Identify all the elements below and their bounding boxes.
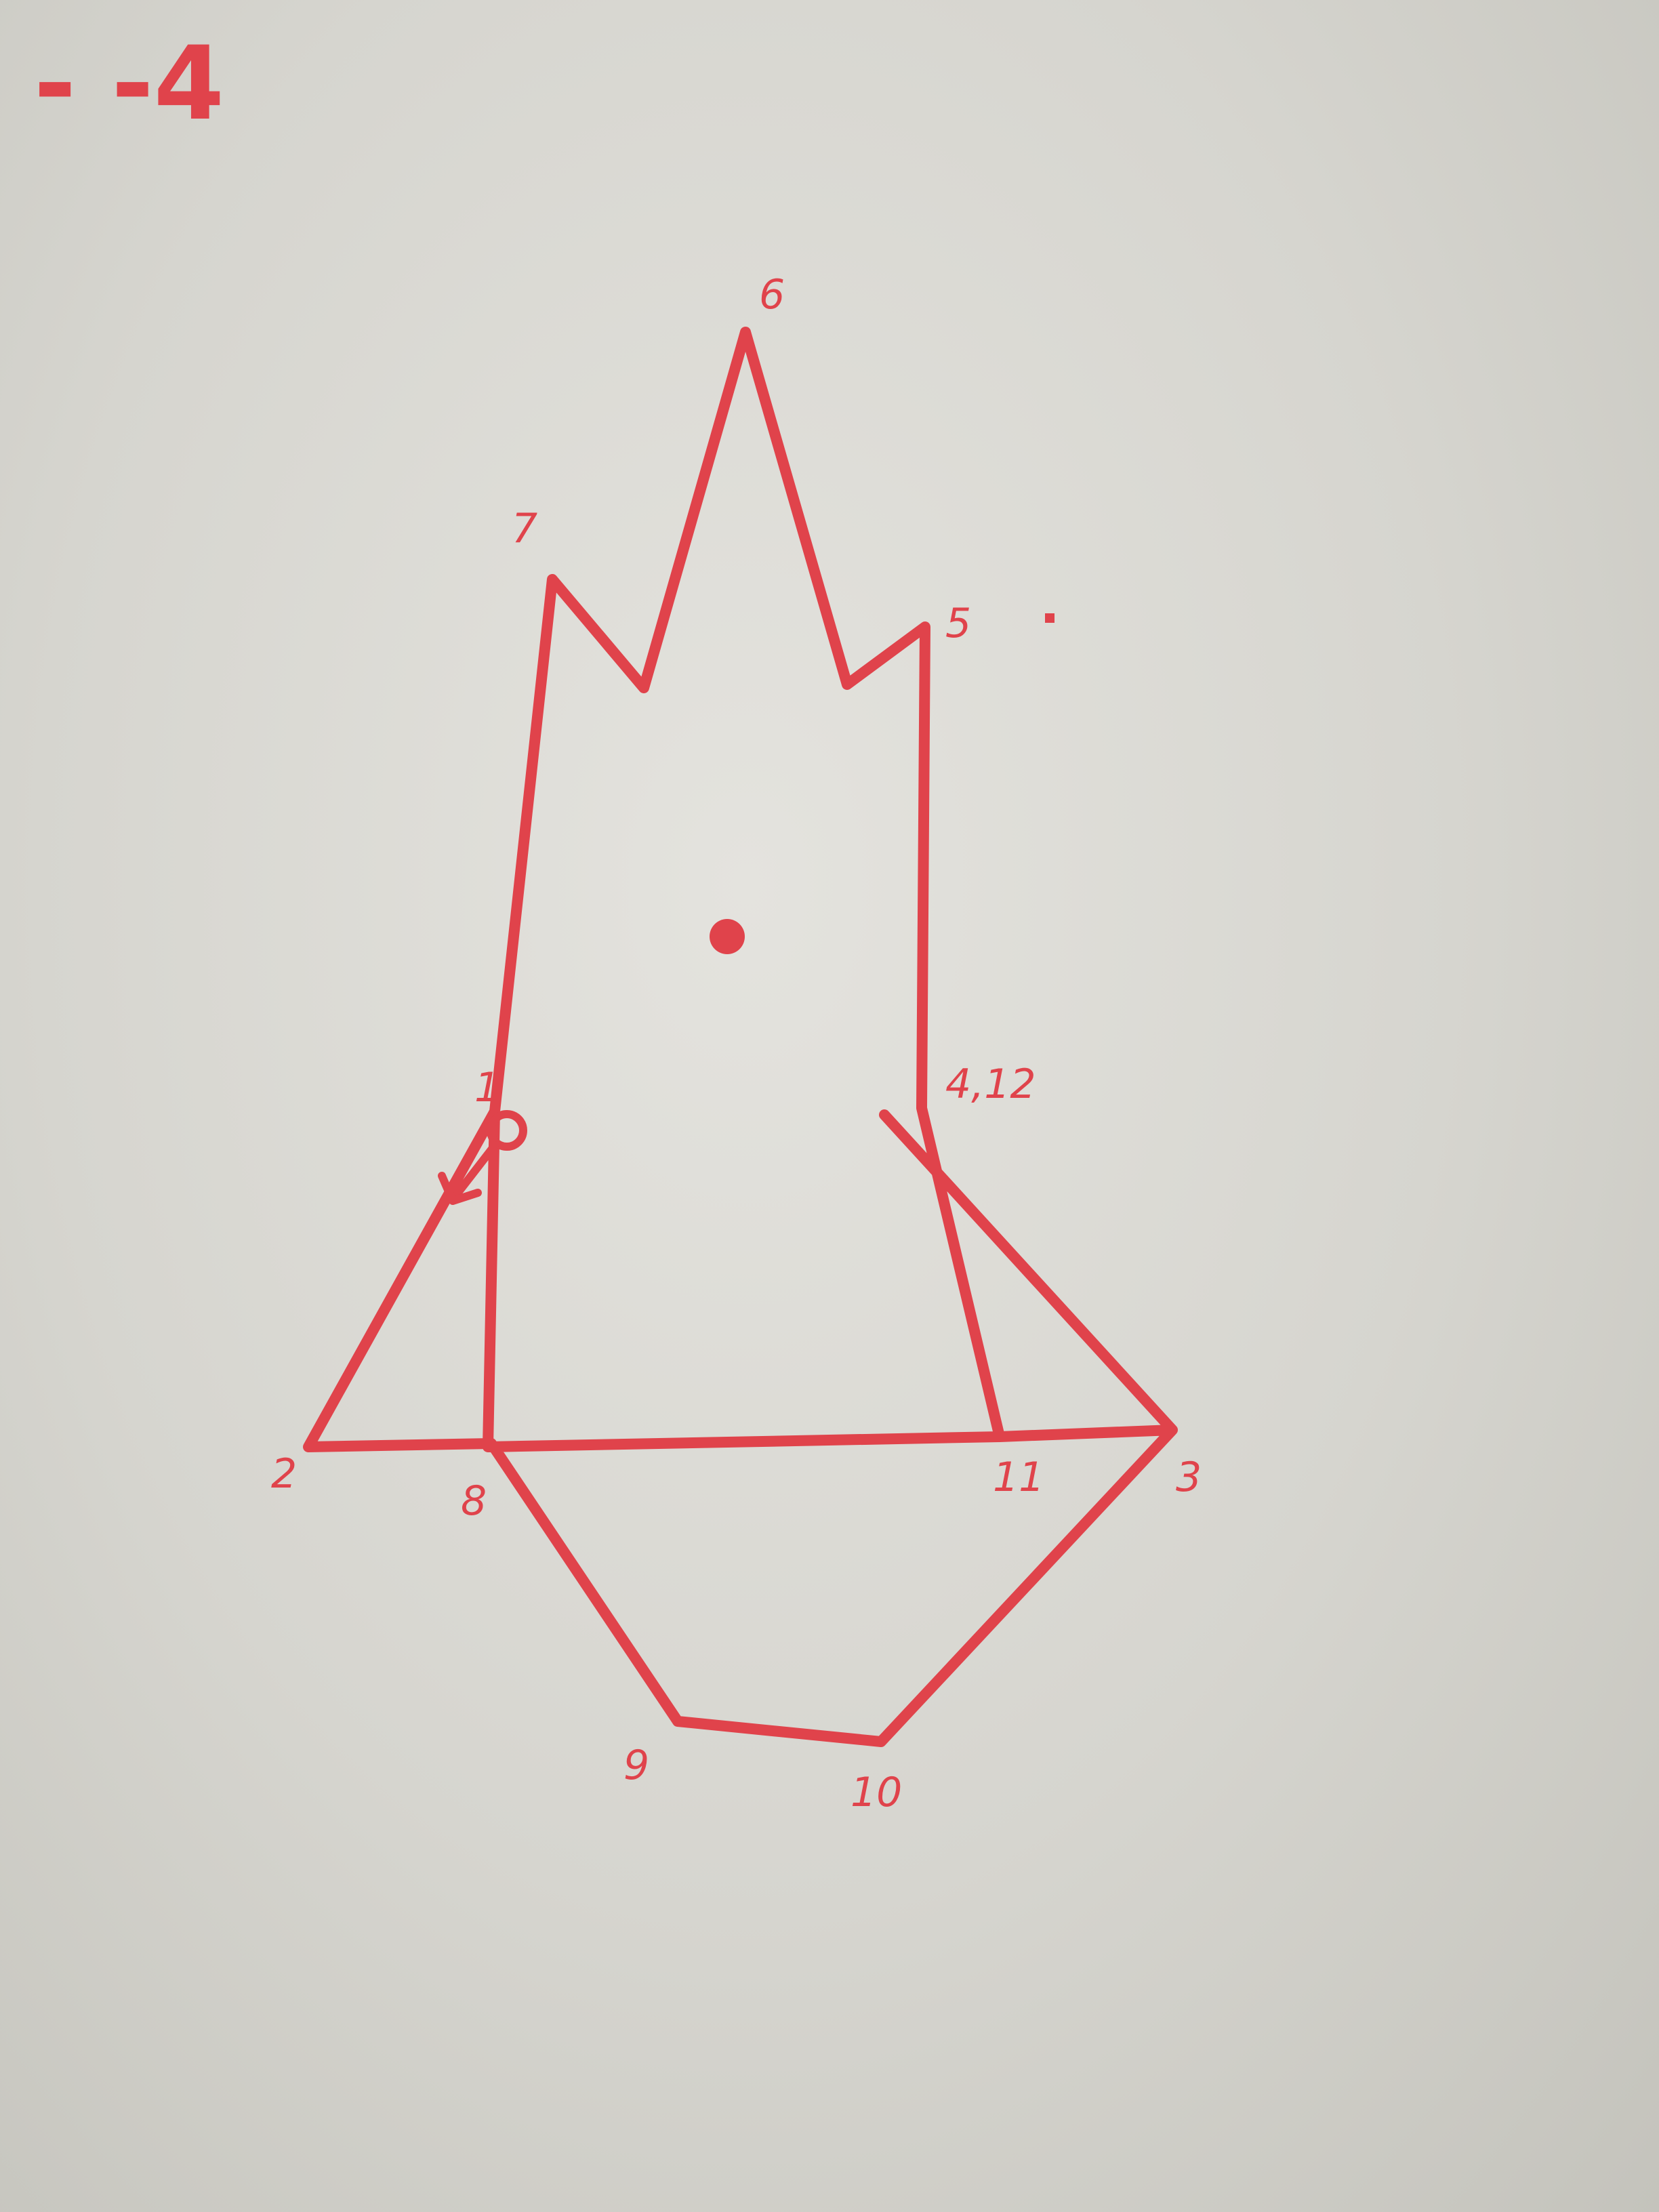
- stray-mark: [1045, 613, 1054, 623]
- vertex-label-3: 3: [1176, 1454, 1202, 1501]
- corner-note: - -4: [34, 25, 224, 143]
- start-arrow-icon: [438, 1110, 527, 1205]
- vertex-label-6: 6: [759, 271, 785, 319]
- vertex-label-1: 1: [474, 1064, 500, 1111]
- vertex-label-10: 10: [851, 1769, 902, 1816]
- vertex-label-2: 2: [271, 1450, 297, 1498]
- vertex-label-9: 9: [623, 1742, 649, 1789]
- vertex-label-5: 5: [945, 600, 971, 647]
- vertex-label-11: 11: [993, 1454, 1044, 1501]
- vertex-label-4-12: 4,12: [945, 1061, 1036, 1108]
- vertex-label-8: 8: [461, 1477, 487, 1525]
- main-polygon: [303, 327, 1178, 1747]
- center-dot: [710, 919, 745, 954]
- vertex-label-7: 7: [512, 505, 537, 552]
